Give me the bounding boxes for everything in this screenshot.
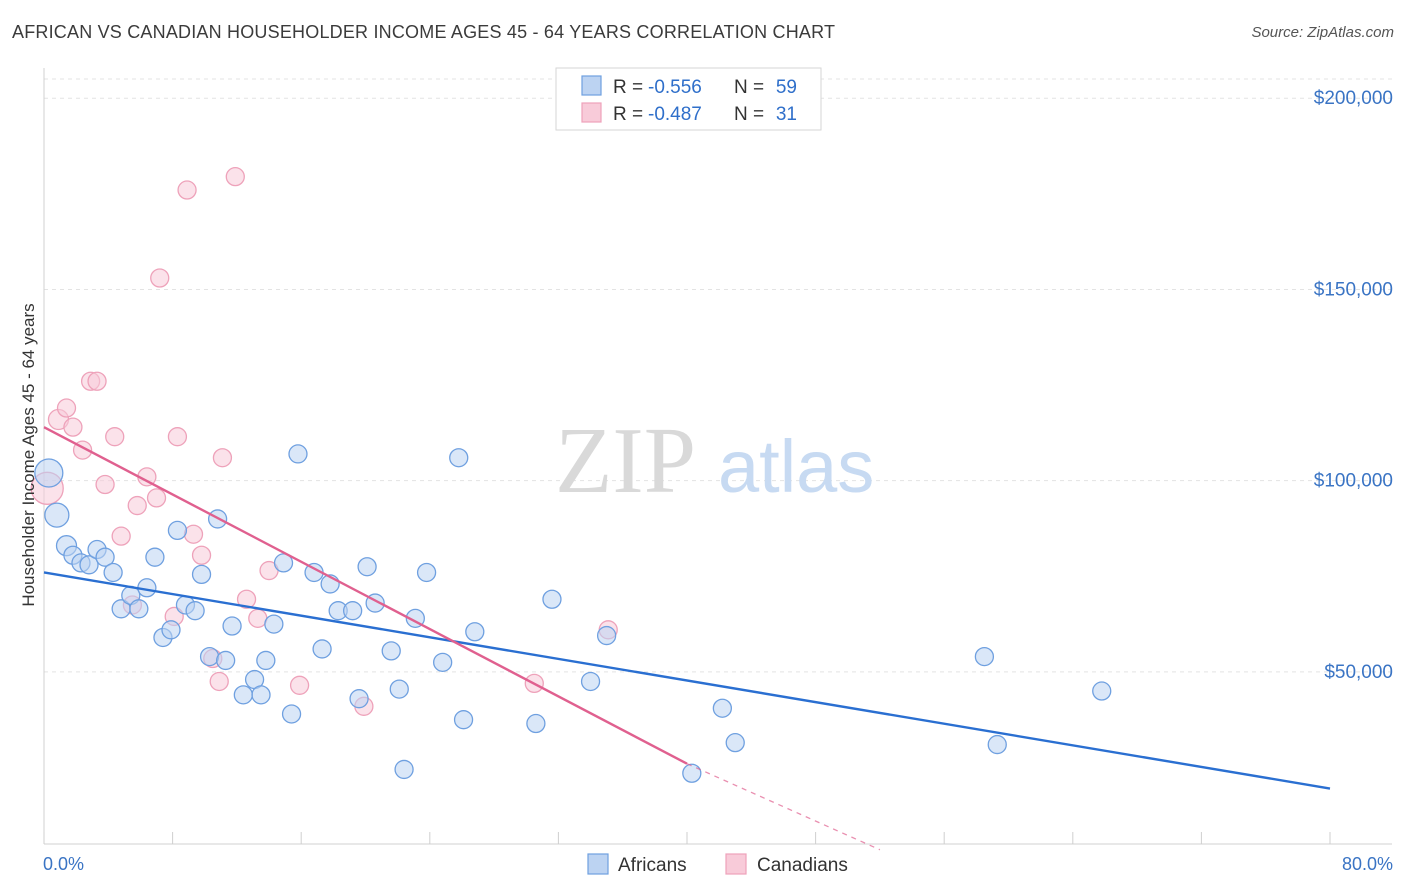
grid-lines [44,78,1392,673]
data-point [183,524,204,544]
data-point [289,675,310,695]
legend-r-label: R = [613,77,643,98]
y-tick-label: $50,000 [1324,662,1393,683]
legend-n-label: N = [734,104,764,125]
data-point [95,474,115,495]
y-tick-label: $200,000 [1314,88,1393,109]
data-point [236,589,257,609]
data-point [381,641,401,661]
data-point [248,608,268,629]
data-point [394,759,414,780]
data-point [44,502,70,528]
data-point [225,166,245,187]
data-point [349,689,369,709]
legend-n-value: 59 [776,77,797,98]
data-point [191,545,212,565]
data-point [129,599,149,619]
trend-line [43,571,1331,790]
data-point [95,547,115,567]
trend-line-extension [686,763,881,851]
bottom-legend-swatch [587,853,609,875]
y-tick-label: $100,000 [1314,471,1393,492]
data-point [146,488,167,508]
data-point [215,650,236,671]
trend-lines [43,426,1331,851]
data-point [105,427,125,447]
data-point [167,427,188,447]
data-point [199,646,220,667]
x-tick-label: 80.0% [1342,854,1393,874]
data-point [453,710,474,730]
canadians-points [30,166,618,716]
data-point [433,652,453,672]
x-tick-labels: 0.0% 80.0% [43,854,1393,874]
data-point [63,417,83,437]
data-point [357,557,377,577]
data-point [34,458,64,488]
data-point [185,601,205,621]
data-point [87,371,107,391]
data-point [233,685,253,705]
legend-r-value: -0.556 [648,77,702,98]
data-point [974,646,995,667]
data-point [251,685,271,705]
bottom-legend: Africans Canadians [587,853,848,876]
data-point [580,671,601,692]
data-point [111,526,131,546]
data-point [682,763,702,783]
data-point [596,625,617,646]
bottom-legend-label: Africans [618,855,687,876]
data-point [161,620,181,640]
data-point [150,268,170,288]
source-label: Source: ZipAtlas.com [1251,24,1394,41]
data-point [256,650,276,671]
data-point [222,616,242,636]
trend-line [43,426,688,765]
data-point [281,704,302,724]
data-point [987,734,1007,755]
data-point [542,589,562,609]
legend-n-label: N = [734,77,764,98]
axes [43,68,1392,845]
watermark-atlas: atlas [718,425,874,508]
data-point [312,639,332,659]
watermark-zip: ZIP [555,409,696,513]
data-point [712,698,733,718]
chart-title: AFRICAN VS CANADIAN HOUSEHOLDER INCOME A… [12,22,836,42]
data-point [191,564,212,585]
legend-swatch [581,75,602,96]
data-point [449,448,469,468]
data-point [127,495,147,516]
data-point [288,444,308,464]
data-point [264,614,284,634]
data-point [416,562,437,583]
legend: R = -0.556 N = 59 R = -0.487 N = 31 [555,67,822,131]
legend-swatch [581,102,602,123]
bottom-legend-swatch [725,853,747,875]
legend-r-label: R = [613,104,643,125]
data-point [209,671,229,692]
data-point [389,679,409,699]
y-axis-label: Householder Income Ages 45 - 64 years [19,303,38,606]
data-point [177,180,197,200]
data-point [79,555,99,575]
data-point [103,562,123,583]
legend-n-value: 31 [776,104,797,125]
y-tick-label: $150,000 [1314,279,1393,300]
y-tick-labels: $50,000 $100,000 $150,000 $200,000 [1314,88,1393,683]
data-point [342,601,363,621]
data-point [212,448,233,468]
data-point [465,622,485,642]
data-point [1092,681,1112,701]
data-point [526,713,546,734]
data-point [167,520,188,541]
bottom-legend-label: Canadians [757,855,848,876]
data-point [56,398,77,418]
legend-r-value: -0.487 [648,104,702,125]
data-point [145,547,165,567]
data-point [273,553,294,573]
x-tick-label: 0.0% [43,854,84,874]
data-point [725,733,745,753]
